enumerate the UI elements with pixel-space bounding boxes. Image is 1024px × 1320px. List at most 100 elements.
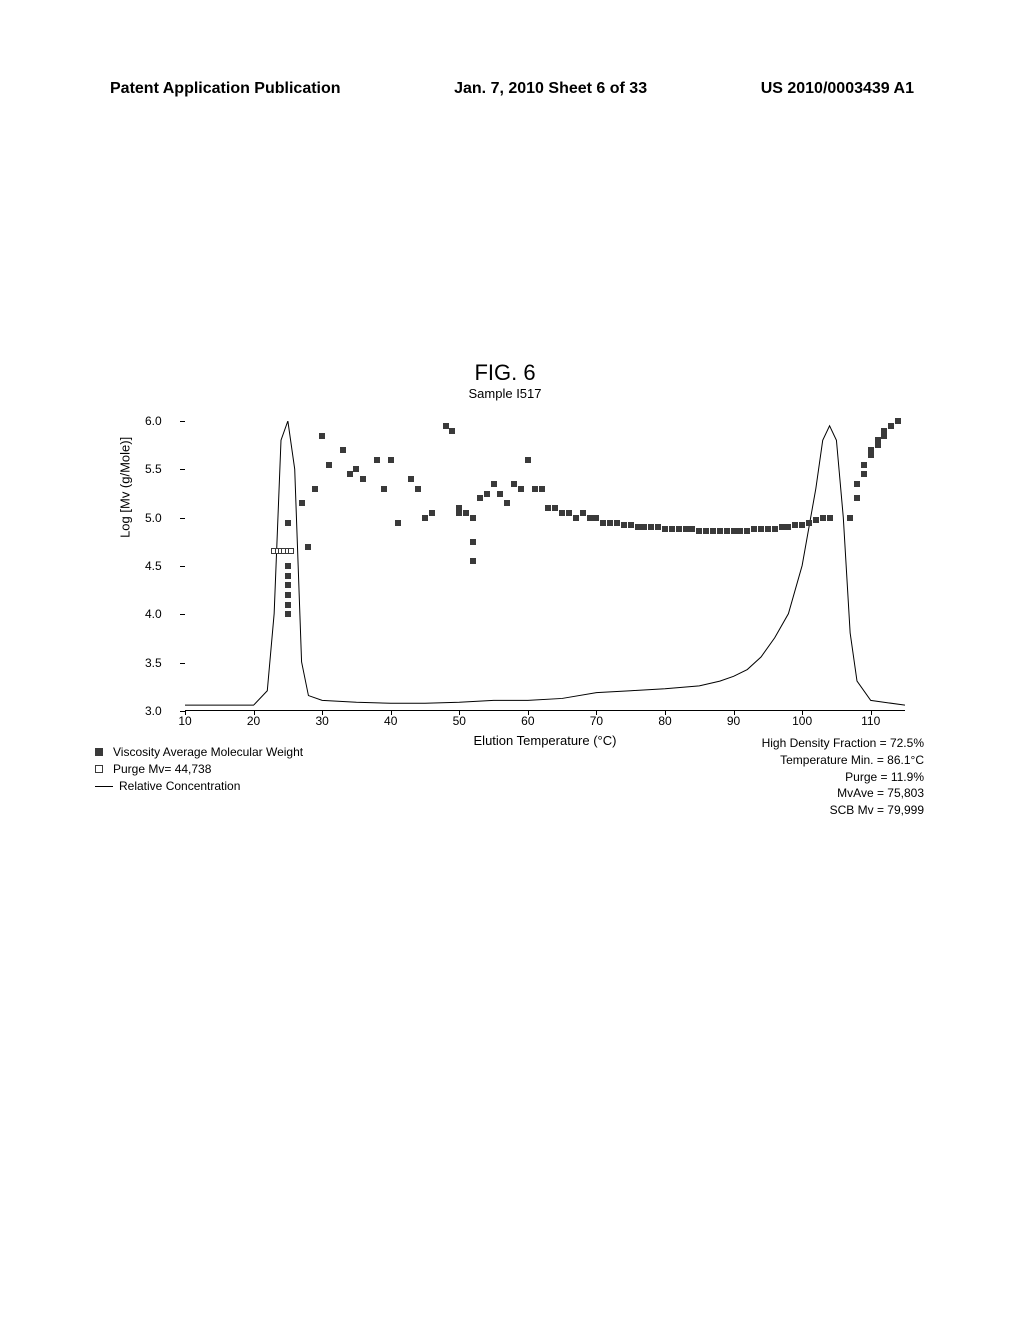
viscosity-point [861,471,867,477]
viscosity-point [463,510,469,516]
line-icon [95,786,113,787]
viscosity-point [621,522,627,528]
viscosity-point [573,515,579,521]
viscosity-point [326,462,332,468]
x-tick-label: 100 [792,714,812,728]
viscosity-point [299,500,305,506]
x-tick-label: 110 [861,714,880,728]
legend-viscosity-label: Viscosity Average Molecular Weight [113,745,303,759]
viscosity-point [285,563,291,569]
viscosity-point [607,520,613,526]
viscosity-point [600,520,606,526]
legend-purge-label: Purge Mv= 44,738 [113,762,211,776]
viscosity-point [477,495,483,501]
viscosity-point [484,491,490,497]
viscosity-point [744,528,750,534]
viscosity-point [470,539,476,545]
legend: Viscosity Average Molecular Weight Purge… [95,745,303,796]
stat-tmin: Temperature Min. = 86.1°C [762,752,924,769]
legend-purge: Purge Mv= 44,738 [95,762,303,776]
viscosity-point [614,520,620,526]
viscosity-point [285,520,291,526]
viscosity-point [518,486,524,492]
viscosity-point [758,526,764,532]
viscosity-point [724,528,730,534]
viscosity-point [388,457,394,463]
viscosity-point [868,447,874,453]
viscosity-point [491,481,497,487]
viscosity-point [628,522,634,528]
viscosity-point [587,515,593,521]
stat-hdf: High Density Fraction = 72.5% [762,735,924,752]
figure-subtitle: Sample I517 [90,386,920,401]
viscosity-point [312,486,318,492]
viscosity-point [545,505,551,511]
x-tick-label: 50 [453,714,466,728]
legend-relative: Relative Concentration [95,779,303,793]
viscosity-point [285,611,291,617]
viscosity-point [765,526,771,532]
figure-title: FIG. 6 [90,360,920,386]
viscosity-point [539,486,545,492]
x-tick-label: 40 [384,714,397,728]
viscosity-point [806,520,812,526]
viscosity-point [813,517,819,523]
viscosity-point [305,544,311,550]
viscosity-point [580,510,586,516]
viscosity-point [497,491,503,497]
viscosity-point [470,558,476,564]
viscosity-point [737,528,743,534]
viscosity-point [641,524,647,530]
viscosity-point [566,510,572,516]
viscosity-point [772,526,778,532]
viscosity-point [683,526,689,532]
viscosity-point [635,524,641,530]
viscosity-point [285,582,291,588]
viscosity-point [532,486,538,492]
viscosity-point [792,522,798,528]
viscosity-point [285,592,291,598]
viscosity-point [443,423,449,429]
x-tick-label: 80 [658,714,671,728]
viscosity-point [552,505,558,511]
stats: High Density Fraction = 72.5% Temperatur… [762,735,924,819]
viscosity-point [799,522,805,528]
filled-square-icon [95,748,103,756]
viscosity-point [847,515,853,521]
viscosity-point [525,457,531,463]
y-tick-label: 3.5 [145,656,162,670]
y-tick-label: 3.0 [145,704,162,718]
stat-scbmv: SCB Mv = 79,999 [762,802,924,819]
viscosity-point [854,495,860,501]
viscosity-point [381,486,387,492]
viscosity-point [559,510,565,516]
viscosity-point [340,447,346,453]
viscosity-point [881,428,887,434]
viscosity-point [669,526,675,532]
viscosity-point [504,500,510,506]
viscosity-point [689,526,695,532]
viscosity-point [408,476,414,482]
viscosity-point [827,515,833,521]
figure-container: FIG. 6 Sample I517 Log [Mv (g/Mole)] Elu… [90,360,920,751]
y-tick-label: 4.5 [145,559,162,573]
y-tick-label: 5.5 [145,462,162,476]
viscosity-point [703,528,709,534]
viscosity-point [895,418,901,424]
viscosity-point [285,602,291,608]
x-tick-label: 20 [247,714,260,728]
viscosity-point [395,520,401,526]
legend-relative-label: Relative Concentration [119,779,240,793]
header-right: US 2010/0003439 A1 [761,80,914,98]
legend-viscosity: Viscosity Average Molecular Weight [95,745,303,759]
x-tick-label: 70 [590,714,603,728]
viscosity-point [875,437,881,443]
viscosity-point [415,486,421,492]
viscosity-point [456,510,462,516]
viscosity-point [662,526,668,532]
viscosity-point [854,481,860,487]
viscosity-point [717,528,723,534]
viscosity-point [449,428,455,434]
viscosity-point [861,462,867,468]
x-tick-label: 90 [727,714,740,728]
